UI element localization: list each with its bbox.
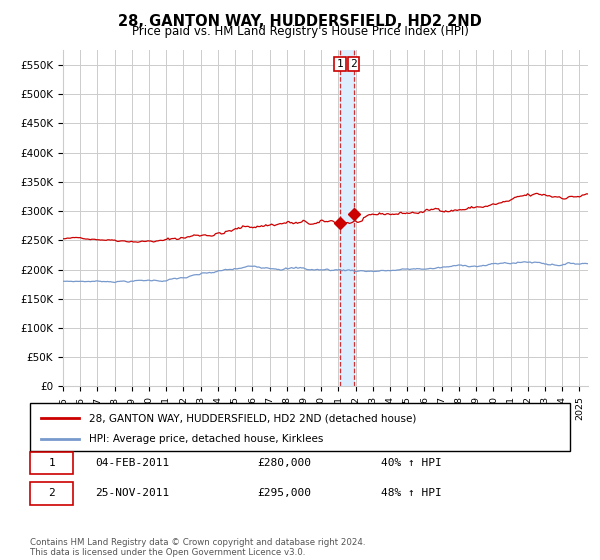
Text: 48% ↑ HPI: 48% ↑ HPI xyxy=(381,488,442,498)
Text: Price paid vs. HM Land Registry's House Price Index (HPI): Price paid vs. HM Land Registry's House … xyxy=(131,25,469,38)
Text: Contains HM Land Registry data © Crown copyright and database right 2024.
This d: Contains HM Land Registry data © Crown c… xyxy=(30,538,365,557)
FancyBboxPatch shape xyxy=(30,452,73,474)
Text: 1: 1 xyxy=(337,59,343,69)
Text: £295,000: £295,000 xyxy=(257,488,311,498)
Text: 04-FEB-2011: 04-FEB-2011 xyxy=(95,458,169,468)
Text: 25-NOV-2011: 25-NOV-2011 xyxy=(95,488,169,498)
Text: 28, GANTON WAY, HUDDERSFIELD, HD2 2ND (detached house): 28, GANTON WAY, HUDDERSFIELD, HD2 2ND (d… xyxy=(89,413,417,423)
Text: 40% ↑ HPI: 40% ↑ HPI xyxy=(381,458,442,468)
Text: £280,000: £280,000 xyxy=(257,458,311,468)
FancyBboxPatch shape xyxy=(30,403,570,451)
Text: 2: 2 xyxy=(350,59,357,69)
Bar xyxy=(340,50,354,386)
FancyBboxPatch shape xyxy=(30,482,73,505)
Text: 1: 1 xyxy=(48,458,55,468)
Text: 2: 2 xyxy=(48,488,55,498)
Text: 28, GANTON WAY, HUDDERSFIELD, HD2 2ND: 28, GANTON WAY, HUDDERSFIELD, HD2 2ND xyxy=(118,14,482,29)
Text: HPI: Average price, detached house, Kirklees: HPI: Average price, detached house, Kirk… xyxy=(89,434,324,444)
